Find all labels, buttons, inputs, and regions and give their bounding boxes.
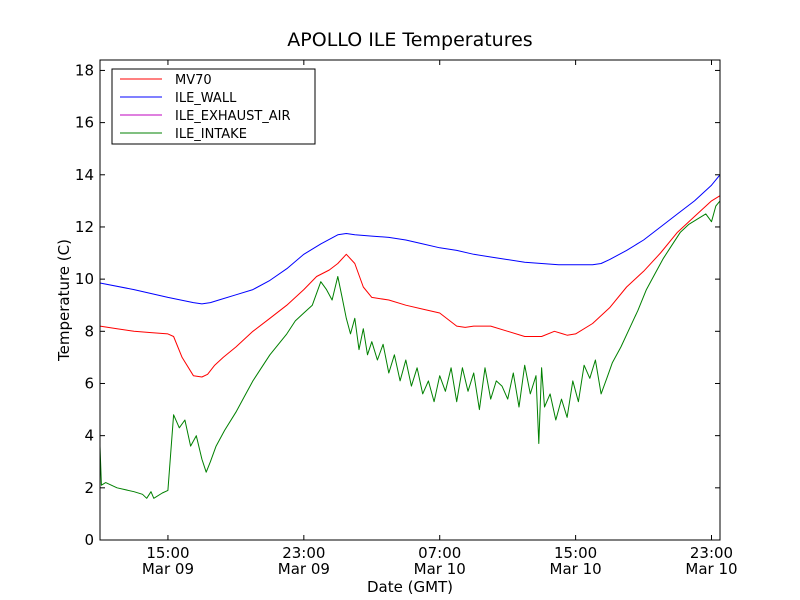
legend-item-ile-exhaust-air: ILE_EXHAUST_AIR [120,109,291,124]
y-tick-label: 8 [84,322,94,340]
x-tick-label-time: 07:00 [418,544,461,562]
y-tick-label: 16 [75,114,94,132]
y-tick-label: 2 [84,479,94,497]
x-tick-label-time: 15:00 [554,544,597,562]
legend-label: MV70 [175,73,212,88]
x-tick-label-date: Mar 10 [685,560,737,578]
x-tick-label-date: Mar 10 [550,560,602,578]
chart-title: APOLLO ILE Temperatures [287,29,532,51]
x-tick-label-time: 15:00 [146,544,189,562]
y-tick-label: 4 [84,427,94,445]
x-tick-label-date: Mar 09 [278,560,330,578]
y-tick-label: 18 [75,61,94,79]
legend-label: ILE_WALL [175,91,237,106]
legend-label: ILE_INTAKE [175,127,247,142]
x-axis-title: Date (GMT) [367,578,453,596]
y-tick-label: 0 [84,531,94,549]
legend-item-ile-intake: ILE_INTAKE [120,127,247,142]
plot-frame [99,59,721,541]
x-tick-label-time: 23:00 [282,544,325,562]
legend-label: ILE_EXHAUST_AIR [175,109,291,124]
legend-item-mv70: MV70 [120,73,212,88]
y-tick-label: 12 [75,218,94,236]
y-tick-label: 6 [84,374,94,392]
y-tick-label: 14 [75,166,94,184]
legend: MV70 ILE_WALL ILE_EXHAUST_AIR ILE_INTAKE [111,68,316,145]
x-tick-label-date: Mar 09 [142,560,194,578]
plot-area [99,174,721,499]
series-line-mv70 [99,195,721,378]
y-axis-title: Temperature (C) [55,239,73,362]
x-tick-label-date: Mar 10 [414,560,466,578]
x-tick-label-time: 23:00 [690,544,733,562]
legend-box [111,68,316,145]
legend-item-ile-wall: ILE_WALL [120,91,237,106]
series-line-ile-wall [99,174,721,305]
series-line-ile-intake [99,200,721,499]
y-axis: 0 2 4 6 8 10 12 14 16 18 [75,61,720,549]
y-tick-label: 10 [75,270,94,288]
